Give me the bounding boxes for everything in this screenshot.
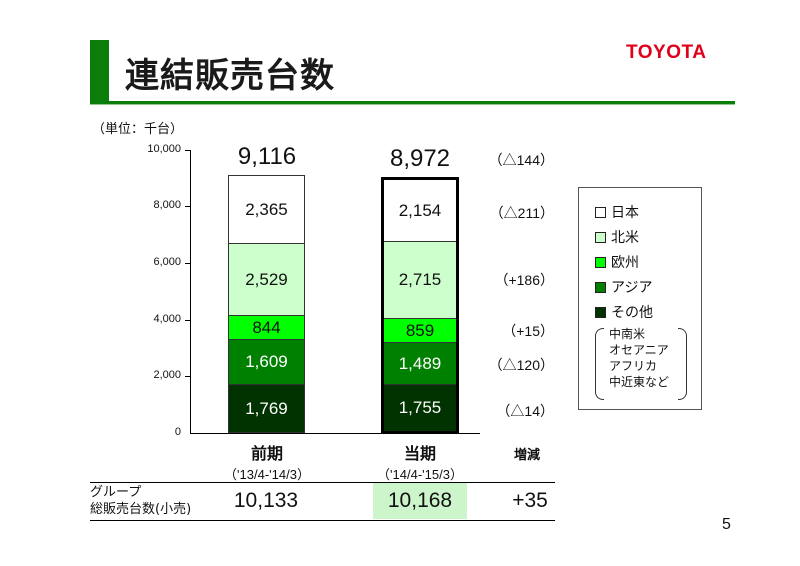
- legend-swatch: [595, 256, 606, 268]
- legend-other-note: 中南米 オセアニア アフリカ 中近東など: [595, 326, 687, 402]
- title-divider: [90, 101, 735, 104]
- legend-item-north-america: 北米: [595, 227, 639, 247]
- segment-value: 844: [252, 317, 281, 337]
- legend-note-line: アフリカ: [609, 359, 658, 373]
- segment-north-america: 2,715: [384, 241, 456, 318]
- legend-swatch: [595, 306, 606, 318]
- legend-item-asia: アジア: [595, 277, 652, 297]
- total-current: 8,972: [389, 145, 451, 172]
- legend-label: アジア: [611, 280, 653, 296]
- group-sales-current: 10,168: [387, 489, 453, 512]
- group-sales-delta: +35: [512, 489, 548, 512]
- segment-japan: 2,154: [384, 180, 456, 241]
- segment-value: 1,755: [398, 398, 442, 417]
- current-highlight: [373, 483, 467, 519]
- x-axis: [190, 433, 480, 434]
- bar-previous: 2,365 2,529 844 1,609 1,769: [228, 175, 305, 433]
- bar-current: 2,154 2,715 859 1,489 1,755: [381, 177, 459, 434]
- segment-other: 1,769: [229, 384, 304, 432]
- delta-header: 増減: [514, 448, 541, 463]
- legend-label: 日本: [611, 205, 639, 221]
- y-tick: [185, 263, 191, 264]
- segment-europe: 844: [229, 315, 304, 339]
- segment-europe: 859: [384, 318, 456, 342]
- group-sales-previous: 10,133: [233, 489, 299, 512]
- title-divider-shadow: [90, 104, 735, 105]
- legend-note-line: 中南米: [609, 327, 646, 341]
- legend-item-europe: 欧州: [595, 252, 639, 272]
- y-tick-label: 8,000: [153, 199, 181, 211]
- segment-japan: 2,365: [229, 176, 304, 243]
- segment-value: 1,769: [245, 398, 288, 418]
- segment-value: 2,154: [398, 200, 442, 220]
- chart-legend: 日本 北米 欧州 アジア その他 中南米 オセアニア アフリカ 中近東など: [578, 187, 702, 410]
- page-number: 5: [722, 516, 731, 533]
- segment-value: 859: [405, 320, 435, 340]
- legend-swatch: [595, 231, 606, 243]
- delta-japan: （△211）: [489, 205, 554, 221]
- segment-value: 2,365: [245, 199, 288, 219]
- segment-north-america: 2,529: [229, 243, 304, 315]
- delta-europe: （+15）: [502, 323, 554, 339]
- y-tick: [185, 150, 191, 151]
- legend-item-other: その他: [595, 302, 653, 322]
- unit-label: （単位：千台）: [92, 122, 184, 137]
- legend-swatch: [595, 281, 606, 293]
- segment-other: 1,755: [384, 384, 456, 431]
- legend-note-line: 中近東など: [609, 375, 670, 389]
- y-tick-label: 2,000: [153, 369, 181, 381]
- group-sales-label: グループ 総販売台数(小売): [90, 484, 191, 518]
- delta-north-america: （+186）: [494, 272, 554, 288]
- legend-label: 北米: [611, 230, 639, 246]
- group-sales-label-line2: 総販売台数(小売): [90, 502, 192, 517]
- segment-value: 1,609: [245, 352, 288, 371]
- y-tick-label: 10,000: [147, 143, 181, 155]
- segment-value: 1,489: [398, 353, 442, 373]
- segment-asia: 1,489: [384, 342, 456, 384]
- delta-other: （△14）: [496, 403, 554, 419]
- range-current: （'14/4-'15/3）: [377, 467, 463, 482]
- y-tick-label: 6,000: [153, 256, 181, 268]
- y-axis: [190, 150, 191, 434]
- total-previous: 9,116: [237, 143, 297, 170]
- segment-value: 2,715: [398, 270, 442, 289]
- title-accent-bar: [90, 40, 109, 104]
- group-sales-label-line1: グループ: [90, 485, 142, 500]
- legend-note-line: オセアニア: [609, 343, 669, 357]
- segment-asia: 1,609: [229, 339, 304, 384]
- category-label-previous: 前期: [250, 444, 283, 463]
- table-bottom-rule: [90, 520, 555, 521]
- table-top-rule: [90, 482, 555, 483]
- delta-asia: （△120）: [488, 357, 554, 373]
- legend-label: その他: [611, 305, 653, 321]
- legend-label: 欧州: [611, 255, 639, 271]
- y-tick: [185, 206, 191, 207]
- legend-item-japan: 日本: [595, 202, 639, 222]
- delta-total: （△144）: [488, 152, 554, 168]
- y-tick-label: 0: [174, 426, 181, 438]
- y-tick: [185, 320, 191, 321]
- page-title: 連結販売台数: [125, 56, 335, 96]
- legend-swatch: [595, 206, 606, 218]
- y-tick-label: 4,000: [153, 313, 181, 325]
- segment-value: 2,529: [245, 269, 288, 289]
- category-label-current: 当期: [403, 444, 436, 463]
- range-previous: （'13/4-'14/3）: [224, 467, 310, 482]
- toyota-logo: TOYOTA: [626, 42, 707, 63]
- y-tick: [185, 376, 191, 377]
